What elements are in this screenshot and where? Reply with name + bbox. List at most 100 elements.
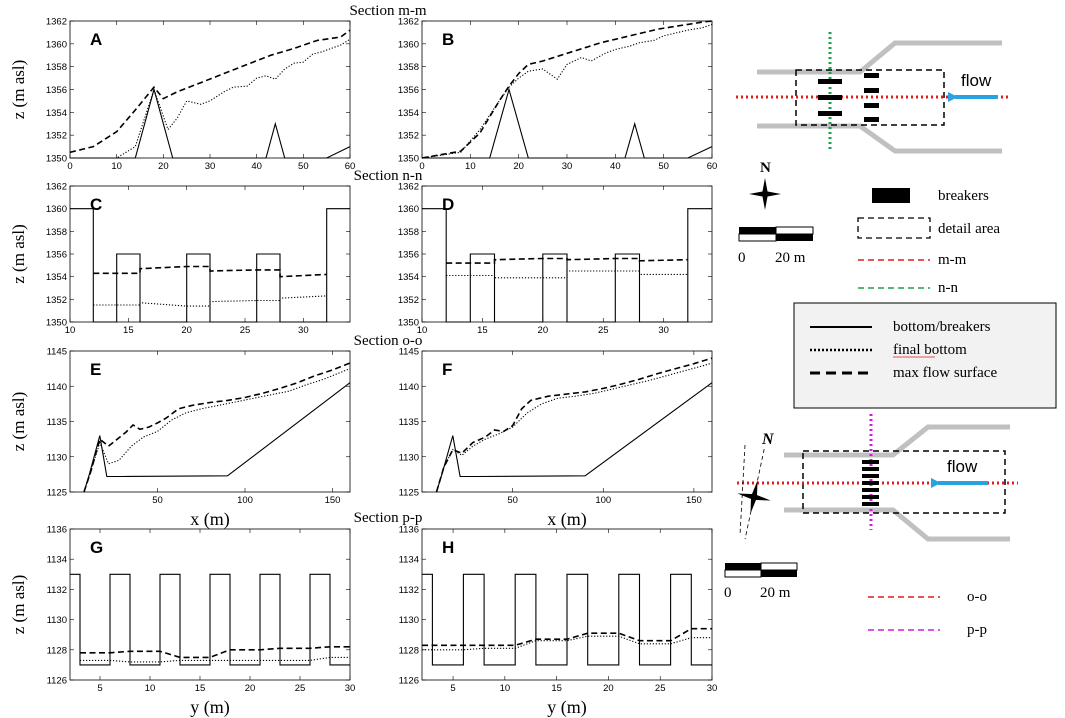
plot-area xyxy=(69,20,351,159)
plan-view-top: flow xyxy=(736,32,1010,154)
series-line-dashed xyxy=(93,265,327,278)
y-tick-label: 1354 xyxy=(398,108,419,119)
scale-zero: 0 xyxy=(738,250,746,266)
series-line-dashed xyxy=(422,627,712,647)
north-reference-line xyxy=(739,444,746,536)
channel-wall-bottom xyxy=(757,123,1002,154)
detail-area-box xyxy=(795,69,945,126)
breaker-block xyxy=(862,488,879,492)
x-tick-label: 150 xyxy=(686,495,702,506)
x-axis-label: x (m) xyxy=(190,509,230,530)
y-tick-label: 1362 xyxy=(398,17,419,28)
legend-bottom: bottom/breakers xyxy=(893,319,991,335)
x-tick-label: 10 xyxy=(500,683,511,694)
x-tick-label: 10 xyxy=(65,325,76,336)
y-tick-label: 1356 xyxy=(46,85,67,96)
scale-zero: 0 xyxy=(724,585,732,601)
y-tick-label: 1360 xyxy=(46,39,67,50)
breaker-block xyxy=(862,474,879,478)
y-tick-label: 1126 xyxy=(399,676,419,687)
x-tick-label: 30 xyxy=(298,325,309,336)
y-tick-label: 1134 xyxy=(47,555,67,566)
series-line-dashed xyxy=(69,29,351,154)
y-tick-label: 1140 xyxy=(399,382,419,393)
legend-nn: n-n xyxy=(938,280,958,296)
series-line-solid xyxy=(70,87,351,159)
x-tick-label: 25 xyxy=(598,325,609,336)
series-line-dashed xyxy=(446,257,688,264)
panel-label: C xyxy=(90,195,102,214)
section-title-nn: Section n-n xyxy=(354,168,423,184)
x-axis-label: x (m) xyxy=(547,509,587,530)
x-tick-label: 50 xyxy=(152,495,163,506)
series-line-dotted xyxy=(70,38,351,159)
x-tick-label: 15 xyxy=(195,683,206,694)
y-tick-label: 1362 xyxy=(46,182,67,193)
chart-panel-d: 10 15 20 25 30 1350 1352 1354 1356 1358 1360 1362 D xyxy=(398,182,713,336)
y-tick-label: 1352 xyxy=(398,295,419,306)
breaker-block xyxy=(818,95,842,100)
x-tick-label: 10 xyxy=(145,683,156,694)
x-tick-label: 15 xyxy=(551,683,562,694)
y-tick-label: 1356 xyxy=(398,85,419,96)
legend-final: final bottom xyxy=(893,342,967,358)
y-tick-label: 1352 xyxy=(46,295,67,306)
series-line-dashed xyxy=(421,20,713,159)
x-tick-label: 20 xyxy=(181,325,192,336)
x-tick-label: 30 xyxy=(562,161,573,172)
x-tick-label: 0 xyxy=(67,161,72,172)
detail-area-box xyxy=(802,450,1006,514)
y-tick-label: 1360 xyxy=(398,204,419,215)
scale-label: 20 m xyxy=(775,250,806,266)
y-tick-label: 1356 xyxy=(46,250,67,261)
y-tick-label: 1352 xyxy=(398,131,419,142)
flow-label: flow xyxy=(947,457,978,476)
series-line-dotted xyxy=(446,270,688,279)
y-tick-label: 1130 xyxy=(47,615,67,626)
x-tick-label: 150 xyxy=(325,495,341,506)
y-tick-label: 1135 xyxy=(399,417,419,428)
y-tick-label: 1358 xyxy=(398,227,419,238)
x-tick-label: 30 xyxy=(707,683,718,694)
breaker-block xyxy=(862,481,879,485)
y-tick-label: 1350 xyxy=(398,154,419,165)
x-tick-label: 25 xyxy=(655,683,666,694)
x-tick-label: 40 xyxy=(251,161,262,172)
series-line-solid xyxy=(70,573,350,666)
legend-detail-swatch xyxy=(857,217,931,239)
chart-panel-g: 5 10 15 20 25 30 1126 1128 1130 1132 1134 1136 Gz (m… xyxy=(9,525,355,718)
section-title-mm: Section m-m xyxy=(349,3,426,19)
x-tick-label: 40 xyxy=(610,161,621,172)
series-line-solid xyxy=(70,208,350,323)
panel-label: G xyxy=(90,538,103,557)
x-tick-label: 50 xyxy=(658,161,669,172)
plot-area xyxy=(421,20,713,159)
channel-wall-bottom xyxy=(784,507,1010,542)
y-tick-label: 1130 xyxy=(399,452,419,463)
plot-area xyxy=(421,350,713,493)
y-axis-label: z (m asl) xyxy=(9,575,28,634)
legend-breakers-swatch xyxy=(872,188,910,203)
y-tick-label: 1130 xyxy=(399,615,419,626)
plan-view-bottom: flow xyxy=(737,414,1018,542)
y-tick-label: 1136 xyxy=(399,525,419,536)
north-label-rotated: N xyxy=(761,431,775,448)
breaker-block xyxy=(862,467,879,471)
x-tick-label: 20 xyxy=(603,683,614,694)
y-tick-label: 1128 xyxy=(399,645,419,656)
y-tick-label: 1358 xyxy=(398,62,419,73)
channel-wall-top xyxy=(757,40,1002,75)
y-tick-label: 1362 xyxy=(398,182,419,193)
line-style-legend: bottom/breakers final bottom max flow su… xyxy=(793,302,1057,409)
y-tick-label: 1140 xyxy=(47,382,67,393)
x-tick-label: 20 xyxy=(538,325,549,336)
y-tick-label: 1132 xyxy=(399,585,419,596)
y-tick-label: 1354 xyxy=(46,108,67,119)
series-line-dotted xyxy=(421,23,713,159)
x-tick-label: 20 xyxy=(513,161,524,172)
north-arrow-icon: N xyxy=(749,160,781,210)
breaker-block xyxy=(862,460,879,464)
legend-mm: m-m xyxy=(938,252,967,268)
x-tick-label: 100 xyxy=(237,495,253,506)
